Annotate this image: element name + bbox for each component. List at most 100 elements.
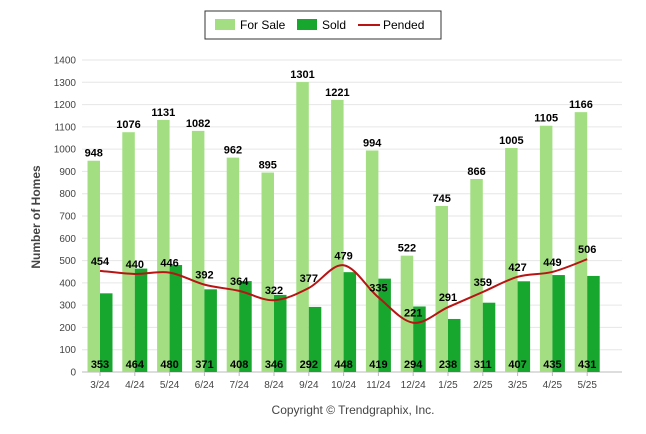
for-sale-value-label: 962	[224, 145, 242, 157]
pended-value-label: 322	[265, 285, 283, 297]
sold-value-label: 435	[543, 359, 561, 371]
sold-bar	[274, 294, 287, 372]
legend-label: Pended	[383, 18, 424, 32]
legend-swatch	[215, 19, 235, 30]
sold-value-label: 464	[126, 359, 145, 371]
sold-bar	[517, 281, 531, 372]
sold-value-label: 408	[230, 359, 248, 371]
legend-box	[204, 10, 442, 40]
pended-value-label: 335	[369, 282, 387, 294]
legend-item-sold: Sold	[297, 18, 346, 32]
x-tick-label: 4/25	[543, 380, 563, 391]
legend-swatch	[297, 19, 317, 30]
pended-value-label: 506	[578, 244, 596, 256]
sold-value-label: 311	[474, 359, 492, 371]
y-axis-title: Number of Homes	[29, 165, 43, 269]
for-sale-bar	[331, 99, 344, 373]
y-tick-label: 100	[59, 345, 76, 356]
sold-value-label: 480	[160, 359, 178, 371]
pended-value-label: 291	[439, 292, 457, 304]
for-sale-bar	[365, 150, 379, 372]
pended-value-label: 392	[195, 270, 213, 282]
x-tick-label: 6/24	[195, 380, 215, 391]
pended-value-label: 479	[334, 250, 352, 262]
sold-value-label: 431	[578, 359, 596, 371]
legend-label: For Sale	[240, 18, 286, 32]
sold-value-label: 346	[265, 359, 283, 371]
for-sale-value-label: 1221	[325, 87, 349, 99]
y-tick-label: 700	[59, 212, 76, 223]
x-tick-label: 2/25	[473, 380, 493, 391]
for-sale-value-label: 994	[363, 137, 382, 149]
x-tick-label: 7/24	[229, 380, 249, 391]
y-tick-label: 900	[59, 167, 76, 178]
pended-value-label: 440	[126, 259, 144, 271]
for-sale-value-label: 1005	[499, 135, 523, 147]
x-tick-label: 8/24	[264, 380, 284, 391]
y-tick-label: 800	[59, 189, 76, 200]
pended-value-label: 427	[508, 262, 526, 274]
for-sale-bar	[296, 82, 309, 372]
for-sale-bar	[87, 160, 100, 372]
x-tick-label: 12/24	[401, 380, 426, 391]
for-sale-value-label: 1082	[186, 118, 210, 130]
pended-line-layer	[99, 258, 588, 324]
for-sale-value-label: 1105	[534, 113, 558, 125]
sold-bar	[448, 318, 461, 372]
pended-value-label: 449	[543, 257, 561, 269]
y-tick-label: 500	[59, 256, 76, 267]
y-tick-label: 300	[59, 301, 76, 312]
for-sale-value-label: 522	[398, 243, 416, 255]
x-tick-label: 3/25	[508, 380, 528, 391]
sold-bar	[378, 278, 391, 372]
for-sale-bar	[191, 130, 205, 372]
y-tick-label: 1300	[54, 78, 77, 89]
for-sale-bar	[539, 125, 553, 372]
y-tick-label: 1000	[54, 145, 77, 156]
sold-value-label: 292	[300, 359, 318, 371]
sold-value-label: 407	[508, 359, 526, 371]
pended-value-label: 454	[91, 256, 110, 268]
x-tick-label: 5/25	[577, 380, 597, 391]
sold-bar	[552, 275, 565, 372]
legend-item-for-sale: For Sale	[215, 18, 286, 32]
sold-bar	[100, 293, 113, 372]
legend-label: Sold	[322, 18, 346, 32]
legend-item-pended: Pended	[358, 18, 424, 32]
x-tick-label: 10/24	[331, 380, 356, 391]
sold-bar	[343, 272, 357, 372]
pended-line	[99, 258, 588, 324]
for-sale-bar	[574, 112, 588, 373]
sold-bar	[204, 289, 217, 372]
pended-value-label: 359	[474, 277, 492, 289]
sold-bar	[169, 265, 183, 372]
for-sale-bar	[122, 132, 135, 372]
sold-value-label: 238	[439, 359, 457, 371]
for-sale-bar	[470, 179, 483, 372]
for-sale-value-label: 1131	[151, 107, 175, 119]
for-sale-bar	[157, 119, 170, 372]
for-sale-value-label: 1076	[116, 119, 140, 131]
for-sale-value-label: 866	[467, 166, 485, 178]
y-tick-label: 0	[70, 368, 76, 379]
pended-value-label: 446	[160, 258, 178, 270]
bars	[87, 82, 600, 373]
for-sale-value-label: 1301	[290, 69, 314, 81]
for-sale-value-label: 895	[259, 160, 277, 172]
pended-value-label: 377	[300, 273, 318, 285]
copyright-footer: Copyright © Trendgraphix, Inc.	[272, 403, 435, 417]
for-sale-bar	[261, 172, 274, 372]
sold-bar	[587, 275, 600, 372]
sold-bar	[239, 281, 252, 372]
y-tick-label: 600	[59, 234, 76, 245]
y-tick-label: 1200	[54, 100, 77, 111]
for-sale-bar	[400, 255, 414, 372]
sold-bar	[308, 306, 322, 372]
y-axis-ticks: 0 100 200 300 400 500 600 700 800 900 1000 1100 1200…	[54, 56, 77, 379]
for-sale-value-label: 1166	[569, 99, 593, 111]
y-tick-label: 1400	[54, 56, 77, 67]
sold-bar	[134, 268, 148, 372]
sold-value-label: 294	[404, 359, 423, 371]
x-tick-label: 1/25	[438, 380, 458, 391]
for-sale-value-label: 745	[433, 193, 451, 205]
